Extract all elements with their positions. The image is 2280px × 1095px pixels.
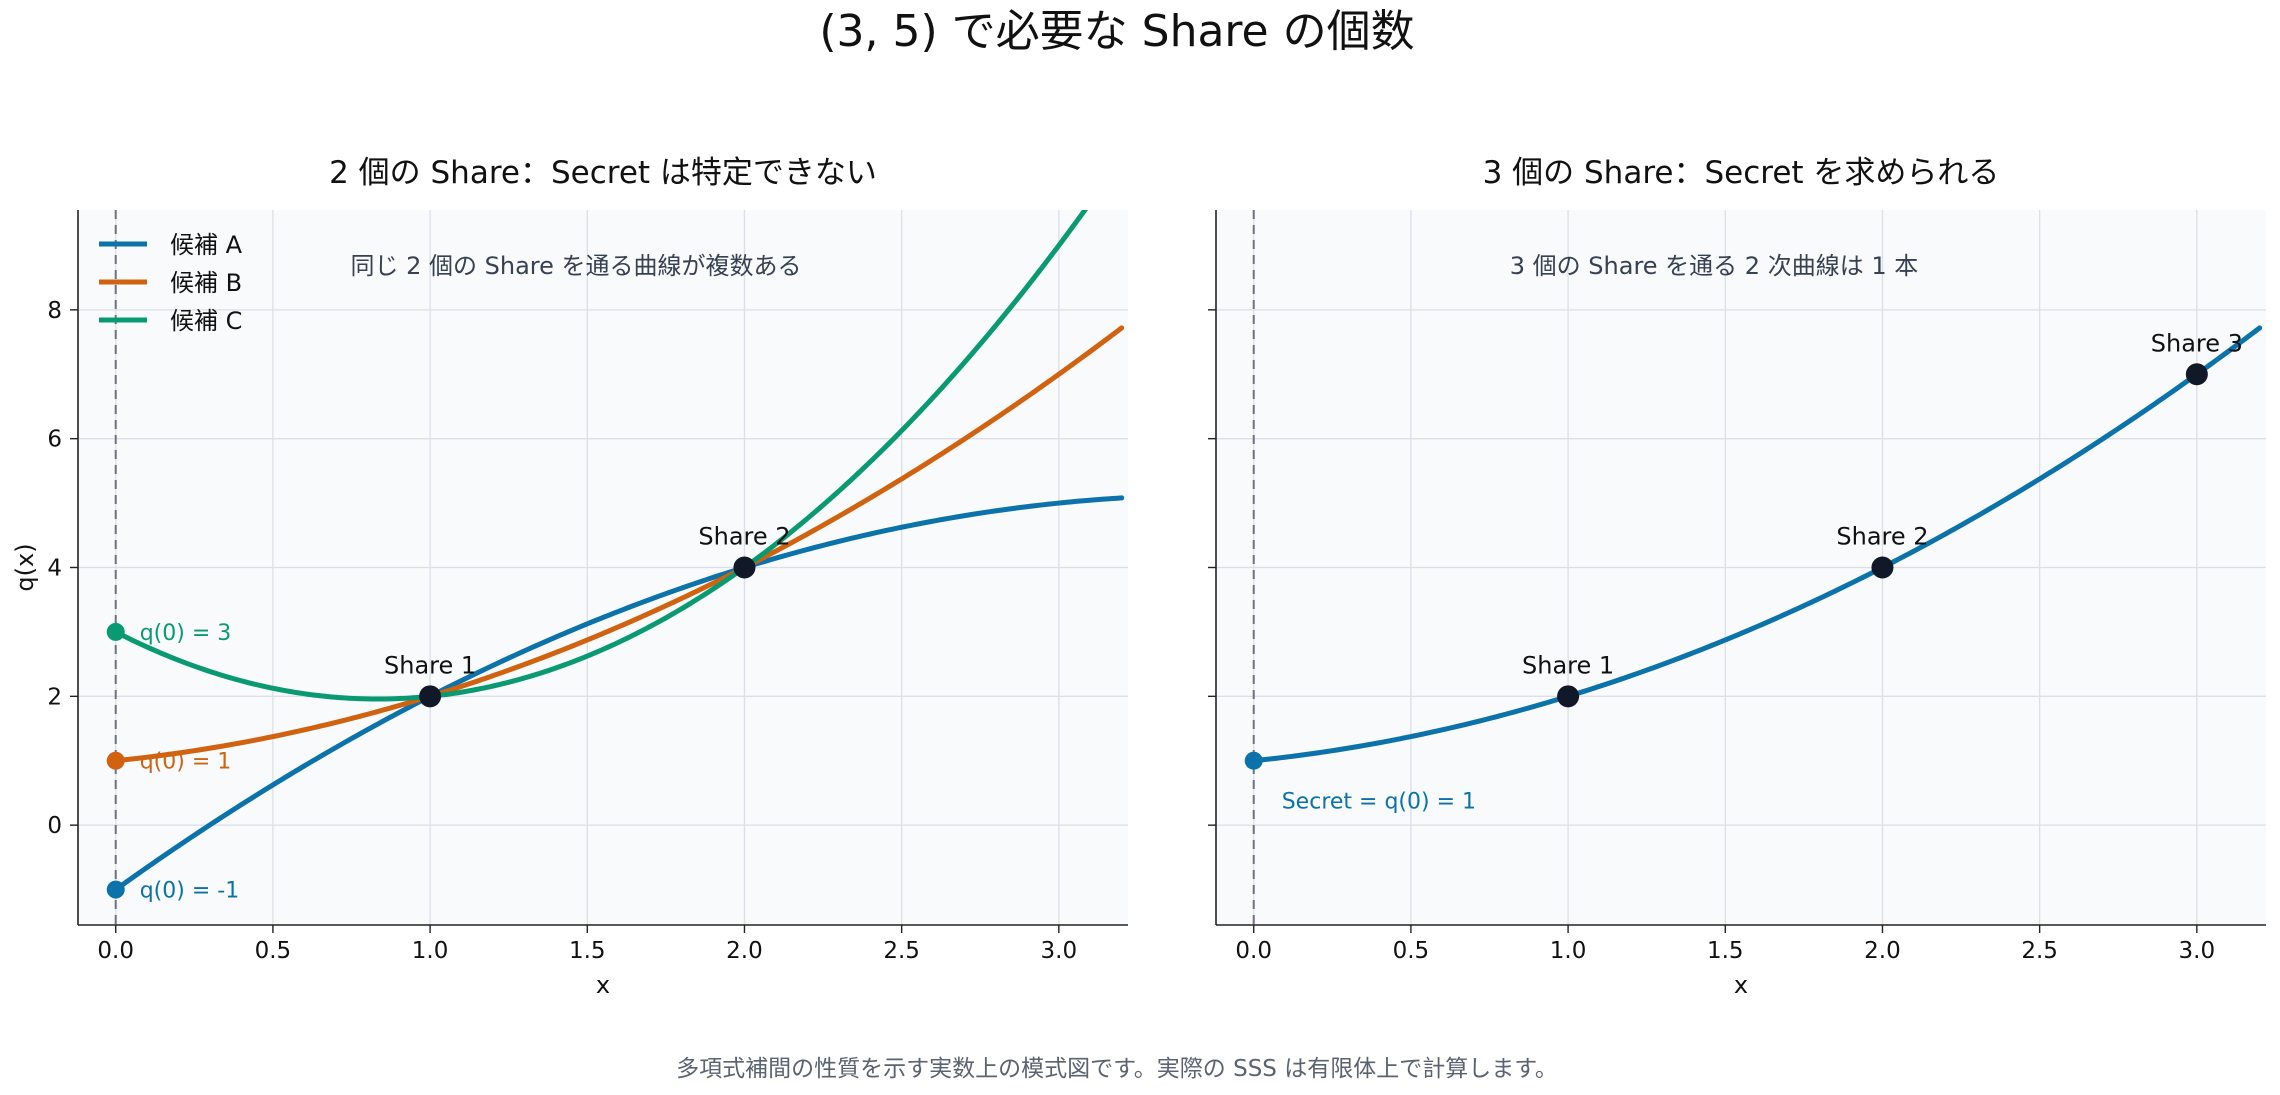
share-label: Share 3 [2151, 329, 2243, 357]
x-tick-label: 0.5 [1393, 938, 1430, 964]
curves [113, 210, 1125, 893]
x-tick-label: 2.5 [2021, 938, 2058, 964]
share-point-1 [1557, 685, 1580, 708]
panel-annotation: 同じ 2 個の Share を通る曲線が複数ある [350, 252, 801, 280]
x-tick-label: 3.0 [2179, 938, 2216, 964]
panel-annotation: 3 個の Share を通る 2 次曲線は 1 本 [1510, 252, 1918, 280]
y-tick-label: 0 [47, 813, 62, 839]
x-tick-label: 2.0 [1864, 938, 1901, 964]
panel-title: 3 個の Share：Secret を求められる [1483, 155, 2000, 191]
y-tick-label: 8 [47, 298, 62, 324]
legend-label-1: 候補 B [170, 269, 242, 297]
y-axis-label: q(x) [11, 543, 39, 591]
secret-value-label: q(0) = 1 [140, 750, 232, 775]
x-tick-label: 1.5 [1707, 938, 1744, 964]
x-tick-label: 1.5 [569, 938, 606, 964]
y-tick-label: 2 [47, 684, 62, 710]
share-point-3 [2185, 363, 2208, 386]
share-point-2 [1871, 556, 1894, 579]
share-label: Share 2 [1836, 523, 1928, 551]
legend: 候補 A 候補 B 候補 C [99, 231, 243, 335]
right-panel: 0.0 0.5 1.0 1.5 2.0 2.5 3.0 x 3 個の Share：Secret … [1208, 155, 2266, 999]
share-label: Share 1 [384, 651, 476, 679]
secret-value-label: q(0) = -1 [140, 879, 239, 904]
figure-title: (3, 5) で必要な Share の個数 [819, 6, 1414, 57]
secret-point-1 [106, 751, 125, 770]
series-line-0 [1251, 325, 2263, 764]
x-tick-label: 2.5 [883, 938, 920, 964]
x-tick-label: 2.0 [726, 938, 763, 964]
share-point-1 [419, 685, 442, 708]
x-tick-label: 0.0 [1235, 938, 1272, 964]
share-label: Share 2 [698, 523, 790, 551]
secret-value-label: q(0) = 3 [140, 621, 232, 646]
x-tick-label: 1.0 [1550, 938, 1587, 964]
legend-label-0: 候補 A [170, 231, 243, 259]
curves [1251, 325, 2263, 764]
series-line-0 [113, 495, 1125, 893]
x-axis-label: x [596, 971, 610, 999]
x-tick-label: 0.5 [255, 938, 292, 964]
x-tick-label: 3.0 [1041, 938, 1078, 964]
secret-point-0 [1244, 751, 1263, 770]
secret-value-label: Secret = q(0) = 1 [1282, 790, 1476, 815]
footer-note: 多項式補間の性質を示す実数上の模式図です。実際の SSS は有限体上で計算します… [676, 1056, 1558, 1082]
secret-point-0 [106, 880, 125, 899]
x-tick-label: 0.0 [97, 938, 134, 964]
series-line-1 [113, 325, 1125, 764]
y-tick-label: 4 [47, 556, 62, 582]
left-panel: 0.0 0.5 1.0 1.5 2.0 2.5 3.0 0 2 4 6 8 x q(x) 2 個の Shar… [11, 155, 1128, 999]
secret-point-2 [106, 622, 125, 641]
x-tick-label: 1.0 [412, 938, 449, 964]
panel-title: 2 個の Share：Secret は特定できない [329, 155, 877, 191]
legend-label-2: 候補 C [170, 307, 242, 335]
x-axis-label: x [1734, 971, 1748, 999]
share-label: Share 1 [1522, 651, 1614, 679]
series-line-2 [113, 210, 1089, 702]
y-tick-label: 6 [47, 427, 62, 453]
share-point-2 [733, 556, 756, 579]
